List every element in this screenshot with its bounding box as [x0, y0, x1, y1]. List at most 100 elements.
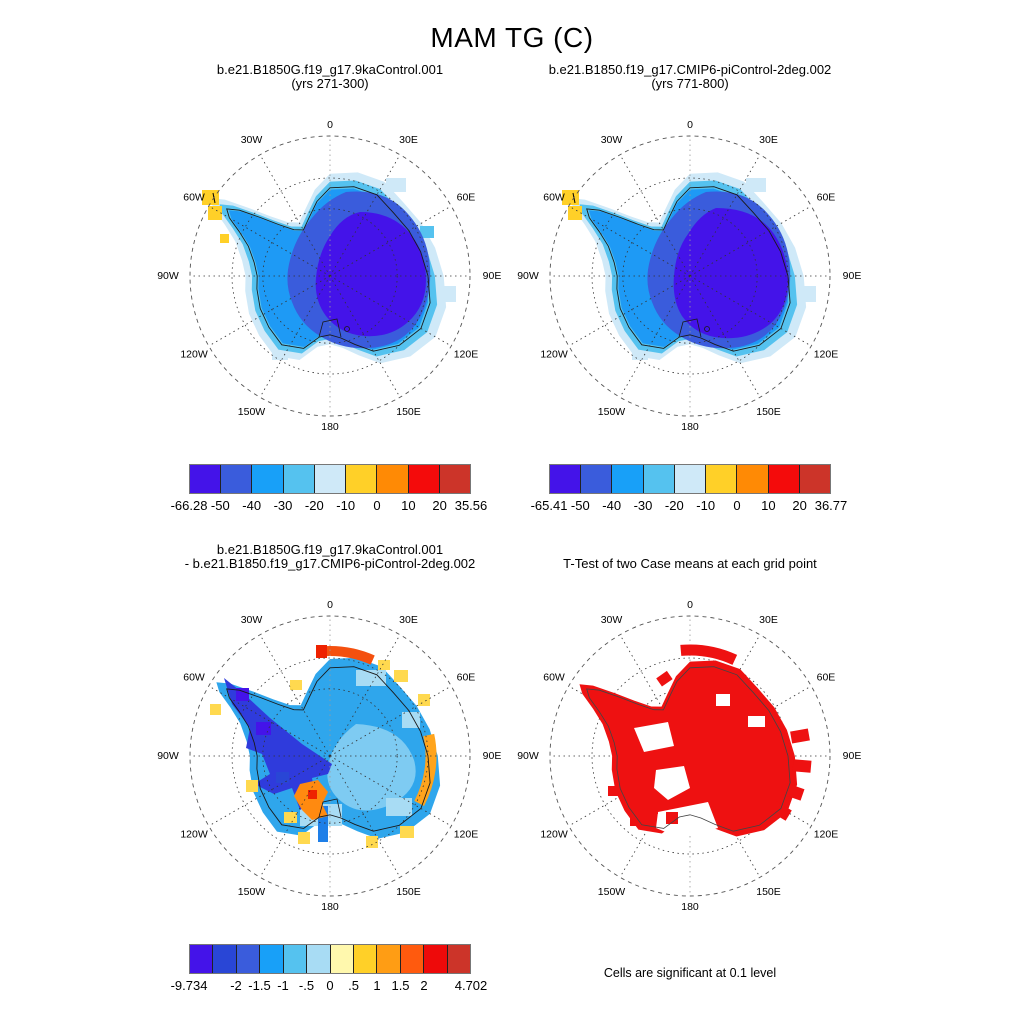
colorbar-cell	[283, 945, 308, 973]
colorbar-tick-label: -50	[570, 498, 590, 513]
compass-label: 30E	[399, 614, 418, 626]
compass-label: 120W	[180, 349, 208, 361]
colorbar-tick-label: -1.5	[248, 978, 271, 993]
compass-label: 180	[681, 901, 699, 913]
colorbar-cell	[550, 465, 582, 493]
compass-label: 0	[687, 119, 693, 131]
latitude-circle	[549, 135, 831, 417]
colorbar-tick-label: -1	[277, 978, 289, 993]
compass-label: 90W	[517, 270, 539, 282]
meridian-line	[619, 154, 691, 277]
colorbar-tick-label: -2	[230, 978, 242, 993]
compass-label: 60W	[543, 672, 565, 684]
colorbar-tick-label: -40	[602, 498, 622, 513]
latitude-circle	[231, 657, 429, 855]
colorbar-cell	[236, 945, 261, 973]
latitude-circle	[549, 615, 831, 897]
colorbar-case1: -66.28 -50 -40 -30 -20 -10 0 10 20 35.56	[171, 464, 488, 516]
colorbar-tick-label: -10	[336, 498, 356, 513]
colorbar-cells	[189, 944, 471, 974]
compass-label: 120W	[180, 829, 208, 841]
map-graticule: 0 30E 60E 90E 120E 150E 180 150W 120W 90W 60W 30W	[157, 599, 501, 913]
map-case1: 0 30E 60E 90E 120E 150E 180 150W 120W 90W 60W 30W	[157, 119, 501, 433]
map-art-ttest	[579, 644, 812, 838]
case1-title-line2: (yrs 271-300)	[291, 75, 369, 91]
colorbar-cells	[549, 464, 831, 494]
colorbar-cell	[353, 945, 378, 973]
case1-title-line1: b.e21.B1850G.f19_g17.9kaControl.001	[216, 62, 444, 77]
compass-label: 30E	[759, 614, 778, 626]
colorbar-tick-label: 36.77	[814, 498, 848, 513]
compass-label: 120E	[814, 829, 839, 841]
panel-ttest: T-Test of two Case means at each grid po…	[490, 542, 890, 980]
compass-label: 60E	[817, 192, 836, 204]
compass-label: 0	[327, 599, 333, 611]
colorbar-ticks: -66.28 -50 -40 -30 -20 -10 0 10 20 35.56	[171, 498, 488, 516]
colorbar-ticks: -65.41 -50 -40 -30 -20 -10 0 10 20 36.77	[531, 498, 848, 516]
latitude-circle	[591, 177, 789, 375]
colorbar-cell	[643, 465, 675, 493]
compass-label: 150W	[598, 406, 626, 418]
compass-label: 150E	[396, 886, 421, 898]
colorbar-tick-label: 2	[420, 978, 428, 993]
colorbar-tick-label: 20	[432, 498, 447, 513]
colorbar-cell	[190, 945, 214, 973]
compass-label: 180	[321, 421, 339, 433]
latitude-circle	[189, 135, 471, 417]
meridian-line	[329, 154, 401, 277]
colorbar-tick-label: 4.702	[454, 978, 488, 993]
colorbar-case2: -65.41 -50 -40 -30 -20 -10 0 10 20 36.77	[531, 464, 848, 516]
map-diff: 0 30E 60E 90E 120E 150E 180 150W 120W 90W 60W 30W	[157, 599, 501, 913]
panel-case1: b.e21.B1850G.f19_g17.9kaControl.001 (yrs…	[130, 62, 530, 516]
compass-label: 30E	[399, 134, 418, 146]
colorbar-tick-label: 0	[326, 978, 334, 993]
panel-title-case1: b.e21.B1850G.f19_g17.9kaControl.001 (yrs…	[217, 62, 443, 90]
map-art-case1	[202, 172, 456, 364]
compass-label: 60W	[183, 672, 205, 684]
colorbar-tick-label: -65.41	[530, 498, 568, 513]
colorbar-cell	[674, 465, 707, 493]
colorbar-cell	[190, 465, 222, 493]
compass-label: 120E	[454, 829, 479, 841]
colorbar-cell	[408, 465, 440, 493]
colorbar-tick-label: -.5	[298, 978, 315, 993]
compass-label: 120E	[454, 349, 479, 361]
compass-label: 90E	[843, 270, 862, 282]
map-art-diff	[210, 645, 441, 848]
colorbar-cell	[447, 945, 471, 973]
ttest-caption: Cells are significant at 0.1 level	[603, 966, 777, 980]
compass-label: 90W	[157, 270, 179, 282]
compass-label: 60E	[457, 192, 476, 204]
figure-title: MAM TG (C)	[430, 22, 594, 53]
compass-label: 60W	[183, 192, 205, 204]
colorbar-ticks: -9.734 -2 -1.5 -1 -.5 0 .5 1 1.5 2 4.702	[171, 978, 488, 996]
compass-label: 150E	[756, 406, 781, 418]
colorbar-tick-label: 1.5	[391, 978, 410, 993]
colorbar-cell	[439, 465, 470, 493]
colorbar-tick-label: -20	[664, 498, 684, 513]
colorbar-tick-label: 0	[733, 498, 741, 513]
colorbar-cell	[377, 945, 401, 973]
compass-label: 30W	[601, 614, 623, 626]
panel-case2: b.e21.B1850.f19_g17.CMIP6-piControl-2deg…	[490, 62, 890, 516]
colorbar-tick-label: -30	[273, 498, 293, 513]
compass-label: 30E	[759, 134, 778, 146]
case2-title-line2: (yrs 771-800)	[651, 75, 729, 91]
colorbar-tick-label: .5	[348, 978, 359, 993]
colorbar-cell	[377, 465, 409, 493]
compass-label: 150W	[238, 886, 266, 898]
panel-diff: b.e21.B1850G.f19_g17.9kaControl.001 - b.…	[130, 542, 530, 996]
map-case2: 0 30E 60E 90E 120E 150E 180 150W 120W 90W 60W 30W	[517, 119, 862, 433]
compass-label: 120W	[540, 349, 568, 361]
compass-label: 90W	[517, 750, 539, 762]
colorbar-tick-label: -9.734	[170, 978, 208, 993]
compass-label: 0	[687, 599, 693, 611]
compass-label: 60E	[817, 672, 836, 684]
meridian-line	[689, 154, 761, 277]
compass-label: 60W	[543, 192, 565, 204]
case2-title-line1: b.e21.B1850.f19_g17.CMIP6-piControl-2deg…	[548, 62, 832, 77]
latitude-circle	[231, 177, 429, 375]
colorbar-cell	[799, 465, 830, 493]
colorbar-cell	[768, 465, 800, 493]
